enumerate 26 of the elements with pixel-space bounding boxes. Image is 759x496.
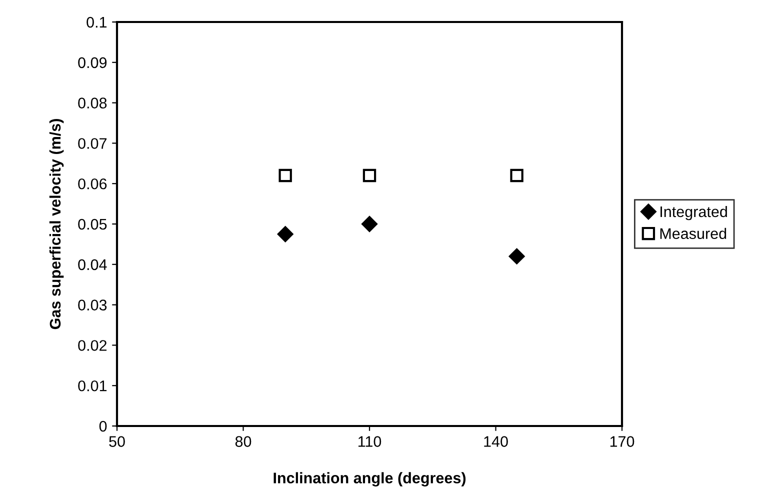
x-tick-label: 140 (484, 436, 508, 447)
point (278, 168, 292, 182)
y-tick-label: 0.07 (78, 138, 107, 149)
point (362, 216, 378, 232)
y-tick-label: 0.09 (78, 57, 107, 68)
x-tick-label: 50 (109, 436, 125, 447)
legend-label: Integrated (660, 206, 727, 220)
point (362, 168, 376, 182)
y-tick-label: 0.01 (78, 380, 107, 392)
y-tick-label: 0 (99, 420, 107, 432)
y-tick-label: 0.1 (86, 16, 107, 28)
y-tick-label: 0.08 (78, 98, 107, 108)
y-tick-label: 0.04 (78, 259, 107, 270)
y-tick-label: 0.05 (78, 218, 107, 230)
y-tick-label: 0.02 (78, 340, 107, 351)
legend-label: Measured (660, 228, 726, 240)
x-tick-label: 110 (358, 436, 382, 447)
point (277, 226, 294, 242)
x-tick-label: 170 (610, 436, 634, 447)
point (508, 248, 525, 264)
point (510, 168, 524, 182)
x-axis-title: Inclination angle (degrees) (274, 472, 466, 486)
y-tick-label: 0.03 (78, 300, 107, 310)
y-axis-title: Gas superficial velocity (m/s) (49, 119, 64, 330)
y-tick-label: 0.06 (78, 178, 107, 190)
x-tick-label: 80 (235, 436, 252, 447)
